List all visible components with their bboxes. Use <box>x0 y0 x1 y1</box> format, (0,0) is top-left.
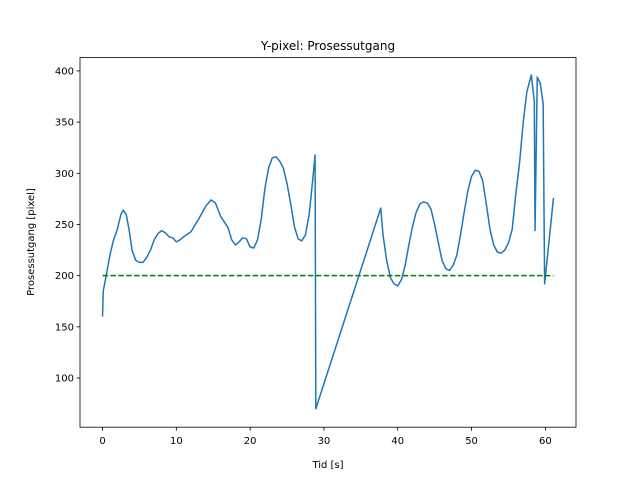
plot-frame <box>79 57 577 428</box>
y-tick-label: 300 <box>55 169 74 180</box>
y-tick-label: 250 <box>55 220 74 231</box>
x-axis-label: Tid [s] <box>311 460 343 471</box>
x-tick-label: 40 <box>391 436 404 447</box>
x-tick-label: 10 <box>170 436 183 447</box>
x-tick-label: 20 <box>244 436 257 447</box>
x-tick-label: 30 <box>318 436 331 447</box>
data-line <box>101 74 555 410</box>
y-tick-label: 400 <box>55 66 74 77</box>
x-tick-label: 50 <box>465 436 478 447</box>
x-tick-label: 0 <box>99 436 105 447</box>
x-tick-label: 60 <box>539 436 552 447</box>
y-tick-label: 350 <box>55 118 74 129</box>
y-tick-label: 150 <box>55 322 74 333</box>
chart-title: Y-pixel: Prosessutgang <box>260 39 395 53</box>
y-tick-label: 200 <box>55 271 74 282</box>
y-axis-label: Prosessutgang [pixel] <box>26 188 37 296</box>
y-tick-label: 100 <box>55 374 74 385</box>
